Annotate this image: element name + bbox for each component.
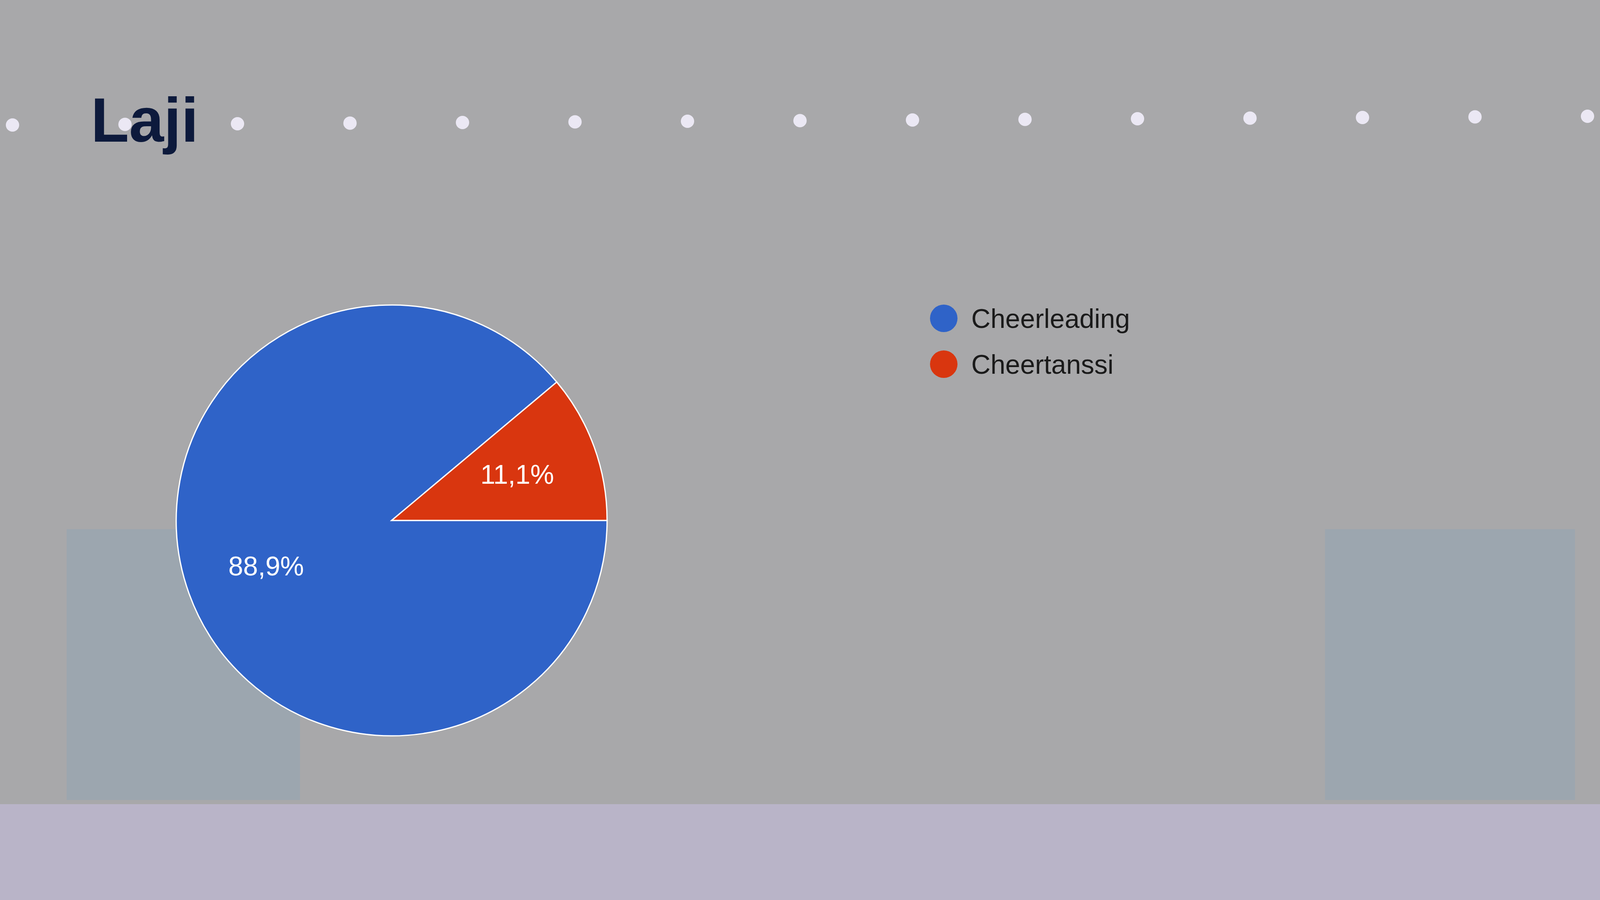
pie <box>176 305 608 736</box>
stage-light <box>1130 112 1145 126</box>
data-label: 88,9% <box>228 551 304 582</box>
backdrop <box>0 0 1600 900</box>
stage-light <box>568 115 582 129</box>
stage-light <box>1018 112 1032 127</box>
stage-light <box>1243 111 1257 125</box>
legend: Cheerleading Cheertanssi <box>930 303 1130 380</box>
data-labels: 88,9% 11,1% <box>228 459 555 581</box>
pie-slice <box>391 382 608 521</box>
stage-light <box>455 115 470 130</box>
stage-light <box>1355 110 1370 125</box>
pie-slice <box>176 305 608 736</box>
stage-light <box>793 114 807 128</box>
legend-swatch <box>930 350 958 378</box>
stage-light <box>680 114 695 128</box>
slide: Laji 88,9% 11,1% Cheerleading Cheertanssi <box>0 0 1600 900</box>
stage-light <box>5 118 20 132</box>
stage-light <box>905 113 920 127</box>
stage-light <box>343 116 357 130</box>
legend-swatch <box>930 304 958 333</box>
data-label: 11,1% <box>480 459 555 490</box>
legend-label: Cheerleading <box>971 303 1130 334</box>
stage-light <box>1580 109 1595 123</box>
title: Laji <box>90 85 199 155</box>
stage-light <box>230 117 245 131</box>
stage-light <box>1468 110 1482 124</box>
banner <box>1325 529 1575 800</box>
legend-label: Cheertanssi <box>971 349 1114 380</box>
background <box>0 0 1600 900</box>
stage-floor <box>0 804 1600 900</box>
